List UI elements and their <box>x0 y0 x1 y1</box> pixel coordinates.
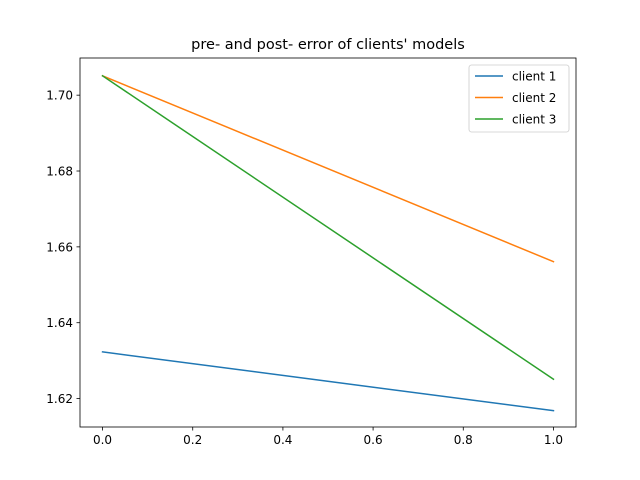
series-line-1 <box>101 351 555 412</box>
series-line-3 <box>101 74 555 381</box>
legend: client 1 client 2 client 3 <box>468 64 570 133</box>
y-tick-label: 1.62 <box>46 392 73 406</box>
legend-box <box>468 64 570 133</box>
y-tick-label: 1.68 <box>46 165 73 179</box>
series-line-2 <box>101 74 555 263</box>
legend-label-1: client 1 <box>512 70 556 84</box>
y-tick-label: 1.70 <box>46 89 73 103</box>
x-tick-label: 0.0 <box>93 433 112 447</box>
legend-label-3: client 3 <box>512 113 556 127</box>
y-tick-label: 1.66 <box>46 240 73 254</box>
x-tick-label: 0.4 <box>273 433 292 447</box>
axes: 0.0 0.2 0.4 0.6 0.8 1.0 1.62 1.64 1.66 1.68 1.70 <box>46 57 577 447</box>
axes-frame <box>79 57 577 428</box>
x-tick-label: 0.2 <box>183 433 202 447</box>
legend-label-2: client 2 <box>512 91 556 105</box>
chart-title: pre- and post- error of clients' models <box>191 37 465 53</box>
x-tick-label: 0.6 <box>364 433 383 447</box>
plot-area <box>101 74 555 412</box>
x-tick-label: 1.0 <box>544 433 563 447</box>
x-tick-label: 0.8 <box>454 433 473 447</box>
y-tick-label: 1.64 <box>46 316 73 330</box>
